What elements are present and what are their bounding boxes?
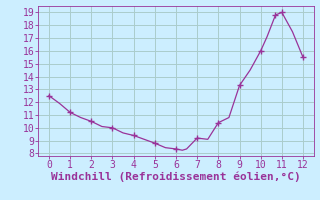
X-axis label: Windchill (Refroidissement éolien,°C): Windchill (Refroidissement éolien,°C) — [51, 172, 301, 182]
